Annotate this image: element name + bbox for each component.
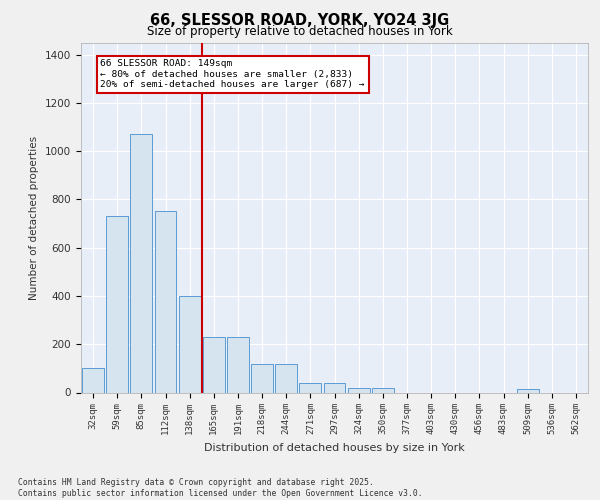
X-axis label: Distribution of detached houses by size in York: Distribution of detached houses by size … — [204, 443, 465, 453]
Text: Size of property relative to detached houses in York: Size of property relative to detached ho… — [147, 25, 453, 38]
Bar — [227, 337, 249, 392]
Bar — [299, 383, 321, 392]
Bar — [323, 383, 346, 392]
Text: 66, SLESSOR ROAD, YORK, YO24 3JG: 66, SLESSOR ROAD, YORK, YO24 3JG — [151, 12, 449, 28]
Bar — [372, 388, 394, 392]
Text: 66 SLESSOR ROAD: 149sqm
← 80% of detached houses are smaller (2,833)
20% of semi: 66 SLESSOR ROAD: 149sqm ← 80% of detache… — [100, 60, 365, 89]
Bar — [203, 337, 224, 392]
Text: Contains HM Land Registry data © Crown copyright and database right 2025.
Contai: Contains HM Land Registry data © Crown c… — [18, 478, 422, 498]
Bar — [179, 296, 200, 392]
Bar — [82, 368, 104, 392]
Bar — [155, 212, 176, 392]
Bar — [130, 134, 152, 392]
Bar — [275, 364, 297, 392]
Bar — [106, 216, 128, 392]
Bar — [348, 388, 370, 392]
Bar — [251, 364, 273, 392]
Y-axis label: Number of detached properties: Number of detached properties — [29, 136, 40, 300]
Bar — [517, 389, 539, 392]
